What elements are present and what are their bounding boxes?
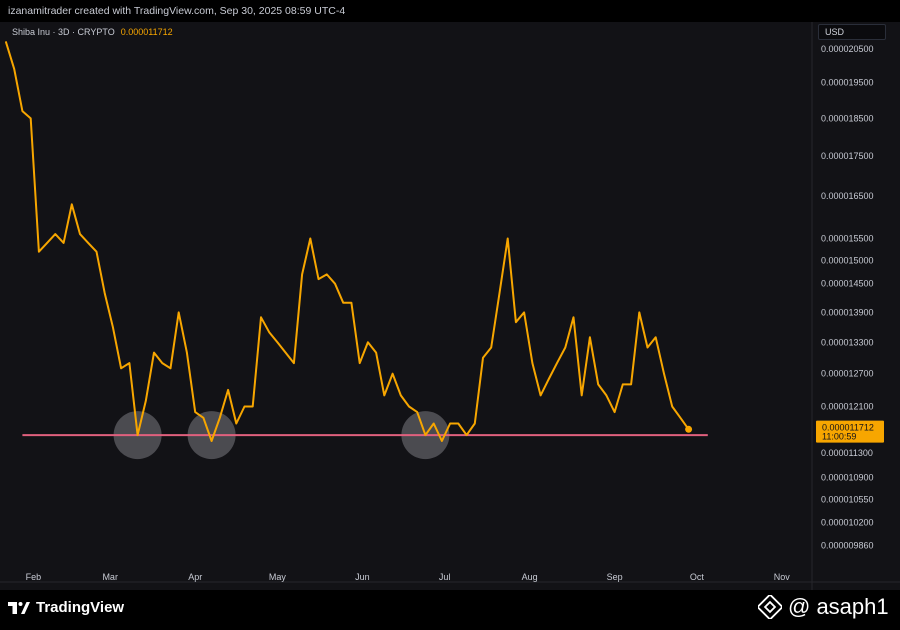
price-tick-label: 0.000009860 — [821, 540, 874, 550]
time-tick-label: Apr — [188, 572, 202, 582]
last-price-dot — [685, 425, 693, 433]
price-tick-label: 0.000014500 — [821, 279, 874, 289]
time-tick-label: Nov — [774, 572, 791, 582]
tradingview-logo[interactable]: TradingView — [8, 599, 124, 616]
chart-area[interactable]: 0.000020500 0.000019500 0.000018500 0.00001… — [0, 22, 900, 590]
time-axis: Feb Mar Apr May Jun Jul Aug Sep Oct Nov — [26, 572, 791, 582]
time-tick-label: May — [269, 572, 287, 582]
watermark-text: @ asaph1 — [788, 594, 889, 619]
symbol-legend: Shiba Inu · 3D · CRYPTO 0.000011712 — [12, 27, 173, 37]
price-tick-label: 0.000019500 — [821, 78, 874, 88]
author-watermark: @ asaph1 — [758, 594, 889, 620]
footer: TradingView @ asaph1 — [0, 590, 900, 630]
symbol-name: Shiba Inu · 3D · CRYPTO — [12, 27, 115, 37]
time-tick-label: Jul — [439, 572, 451, 582]
price-axis: 0.000020500 0.000019500 0.000018500 0.00001… — [821, 44, 874, 551]
price-tick-label: 0.000011300 — [821, 448, 873, 458]
price-tick-label: 0.000010900 — [821, 472, 874, 482]
price-tick-label: 0.000010200 — [821, 517, 874, 527]
time-tick-label: Mar — [102, 572, 118, 582]
price-tick-label: 0.000018500 — [821, 113, 874, 123]
price-tick-label: 0.000012100 — [821, 402, 874, 412]
price-tick-label: 0.000017500 — [821, 151, 874, 161]
last-price-label-bg — [816, 420, 884, 443]
time-tick-label: Sep — [607, 572, 623, 582]
time-tick-label: Oct — [690, 572, 705, 582]
price-chart[interactable]: 0.000020500 0.000019500 0.000018500 0.00001… — [0, 22, 900, 590]
time-tick-label: Feb — [26, 572, 42, 582]
binance-diamond-icon — [758, 595, 782, 619]
last-price-value: 0.000011712 — [822, 423, 874, 433]
price-tick-label: 0.000020500 — [821, 44, 874, 54]
symbol-price: 0.000011712 — [120, 27, 173, 37]
price-tick-label: 0.000015000 — [821, 256, 874, 266]
tradingview-logo-icon — [8, 601, 30, 614]
time-tick-label: Aug — [522, 572, 538, 582]
price-tick-label: 0.000010550 — [821, 495, 874, 505]
author-credit: izanamitrader created with TradingView.c… — [8, 5, 346, 17]
price-tick-label: 0.000012700 — [821, 369, 874, 379]
price-tick-label: 0.000013300 — [821, 337, 874, 347]
price-tick-label: 0.000016500 — [821, 191, 874, 201]
tradingview-brand: TradingView — [36, 599, 125, 616]
countdown-value: 11:00:59 — [822, 432, 856, 442]
currency-selector[interactable]: USD — [818, 24, 886, 40]
top-bar: izanamitrader created with TradingView.c… — [0, 0, 900, 22]
price-tick-label: 0.000013900 — [821, 307, 874, 317]
price-series-line — [5, 41, 690, 442]
price-tick-label: 0.000015500 — [821, 234, 874, 244]
time-tick-label: Jun — [355, 572, 370, 582]
